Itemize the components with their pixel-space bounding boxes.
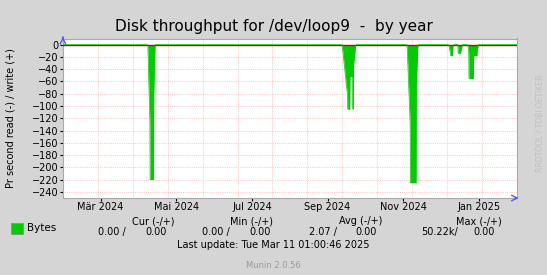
Text: 0.00 /: 0.00 / — [202, 227, 230, 237]
Text: 0.00: 0.00 — [145, 227, 166, 237]
Text: Bytes: Bytes — [27, 223, 56, 233]
Text: 2.07 /: 2.07 / — [309, 227, 337, 237]
Text: Cur (-/+): Cur (-/+) — [132, 216, 174, 226]
Text: 0.00 /: 0.00 / — [98, 227, 126, 237]
Text: 0.00: 0.00 — [473, 227, 494, 237]
Text: Disk throughput for /dev/loop9  -  by year: Disk throughput for /dev/loop9 - by year — [114, 19, 433, 34]
Text: Last update: Tue Mar 11 01:00:46 2025: Last update: Tue Mar 11 01:00:46 2025 — [177, 240, 370, 250]
Text: Munin 2.0.56: Munin 2.0.56 — [246, 260, 301, 270]
Text: 0.00: 0.00 — [356, 227, 377, 237]
Text: 0.00: 0.00 — [249, 227, 270, 237]
Text: Avg (-/+): Avg (-/+) — [339, 216, 383, 226]
Text: 50.22k/: 50.22k/ — [421, 227, 458, 237]
Text: RRDTOOL / TOBI OETIKER: RRDTOOL / TOBI OETIKER — [536, 75, 544, 172]
Text: Max (-/+): Max (-/+) — [456, 216, 502, 226]
Text: Min (-/+): Min (-/+) — [230, 216, 273, 226]
Text: Pr second read (-) / write (+): Pr second read (-) / write (+) — [5, 48, 15, 188]
